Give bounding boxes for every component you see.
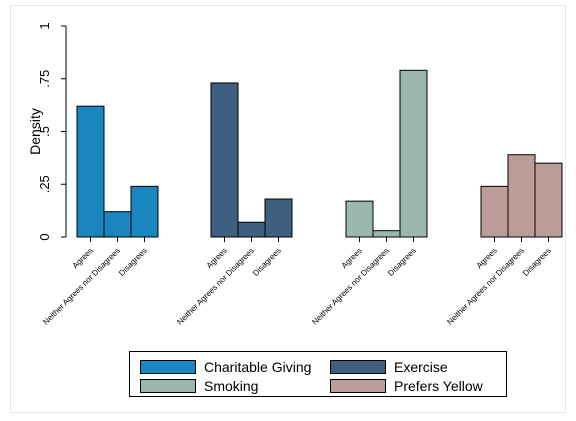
bar	[534, 162, 563, 238]
bar	[130, 185, 159, 238]
legend-label: Smoking	[204, 378, 259, 394]
legend-swatch	[140, 379, 196, 393]
y-tick-label: 0	[37, 233, 52, 240]
y-axis-title: Density	[27, 108, 43, 155]
x-tick-label: Agrees	[475, 246, 499, 270]
bar	[237, 221, 266, 238]
y-tick-label: .75	[37, 70, 52, 88]
legend-label: Prefers Yellow	[394, 378, 483, 394]
legend-swatch	[330, 360, 386, 374]
bar	[480, 185, 509, 238]
bar	[372, 230, 401, 238]
y-tick-label: .25	[37, 175, 52, 193]
legend-swatch	[330, 379, 386, 393]
x-tick-label: Agrees	[340, 246, 364, 270]
x-tick-label: Agrees	[71, 246, 95, 270]
y-tick-label: .5	[37, 126, 52, 137]
legend-item: Charitable Giving	[140, 358, 311, 376]
bar	[264, 198, 293, 238]
bar	[507, 154, 536, 238]
legend-item: Exercise	[330, 358, 448, 376]
x-tick-label: Disagrees	[117, 246, 149, 278]
legend-label: Charitable Giving	[204, 359, 312, 375]
bar	[345, 200, 374, 238]
x-tick-label: Disagrees	[386, 246, 418, 278]
x-tick-label: Disagrees	[251, 246, 283, 278]
y-tick-label: 1	[37, 22, 52, 29]
bar	[399, 69, 428, 238]
bar	[103, 211, 132, 238]
bar	[76, 105, 105, 238]
legend-item: Smoking	[140, 377, 258, 395]
legend-swatch	[140, 360, 196, 374]
x-tick-label: Disagrees	[521, 246, 553, 278]
x-tick-label: Agrees	[205, 246, 229, 270]
legend-label: Exercise	[394, 359, 448, 375]
legend-item: Prefers Yellow	[330, 377, 483, 395]
bar	[210, 82, 239, 238]
chart-legend: Charitable Giving Exercise Smoking Prefers …	[129, 351, 507, 397]
